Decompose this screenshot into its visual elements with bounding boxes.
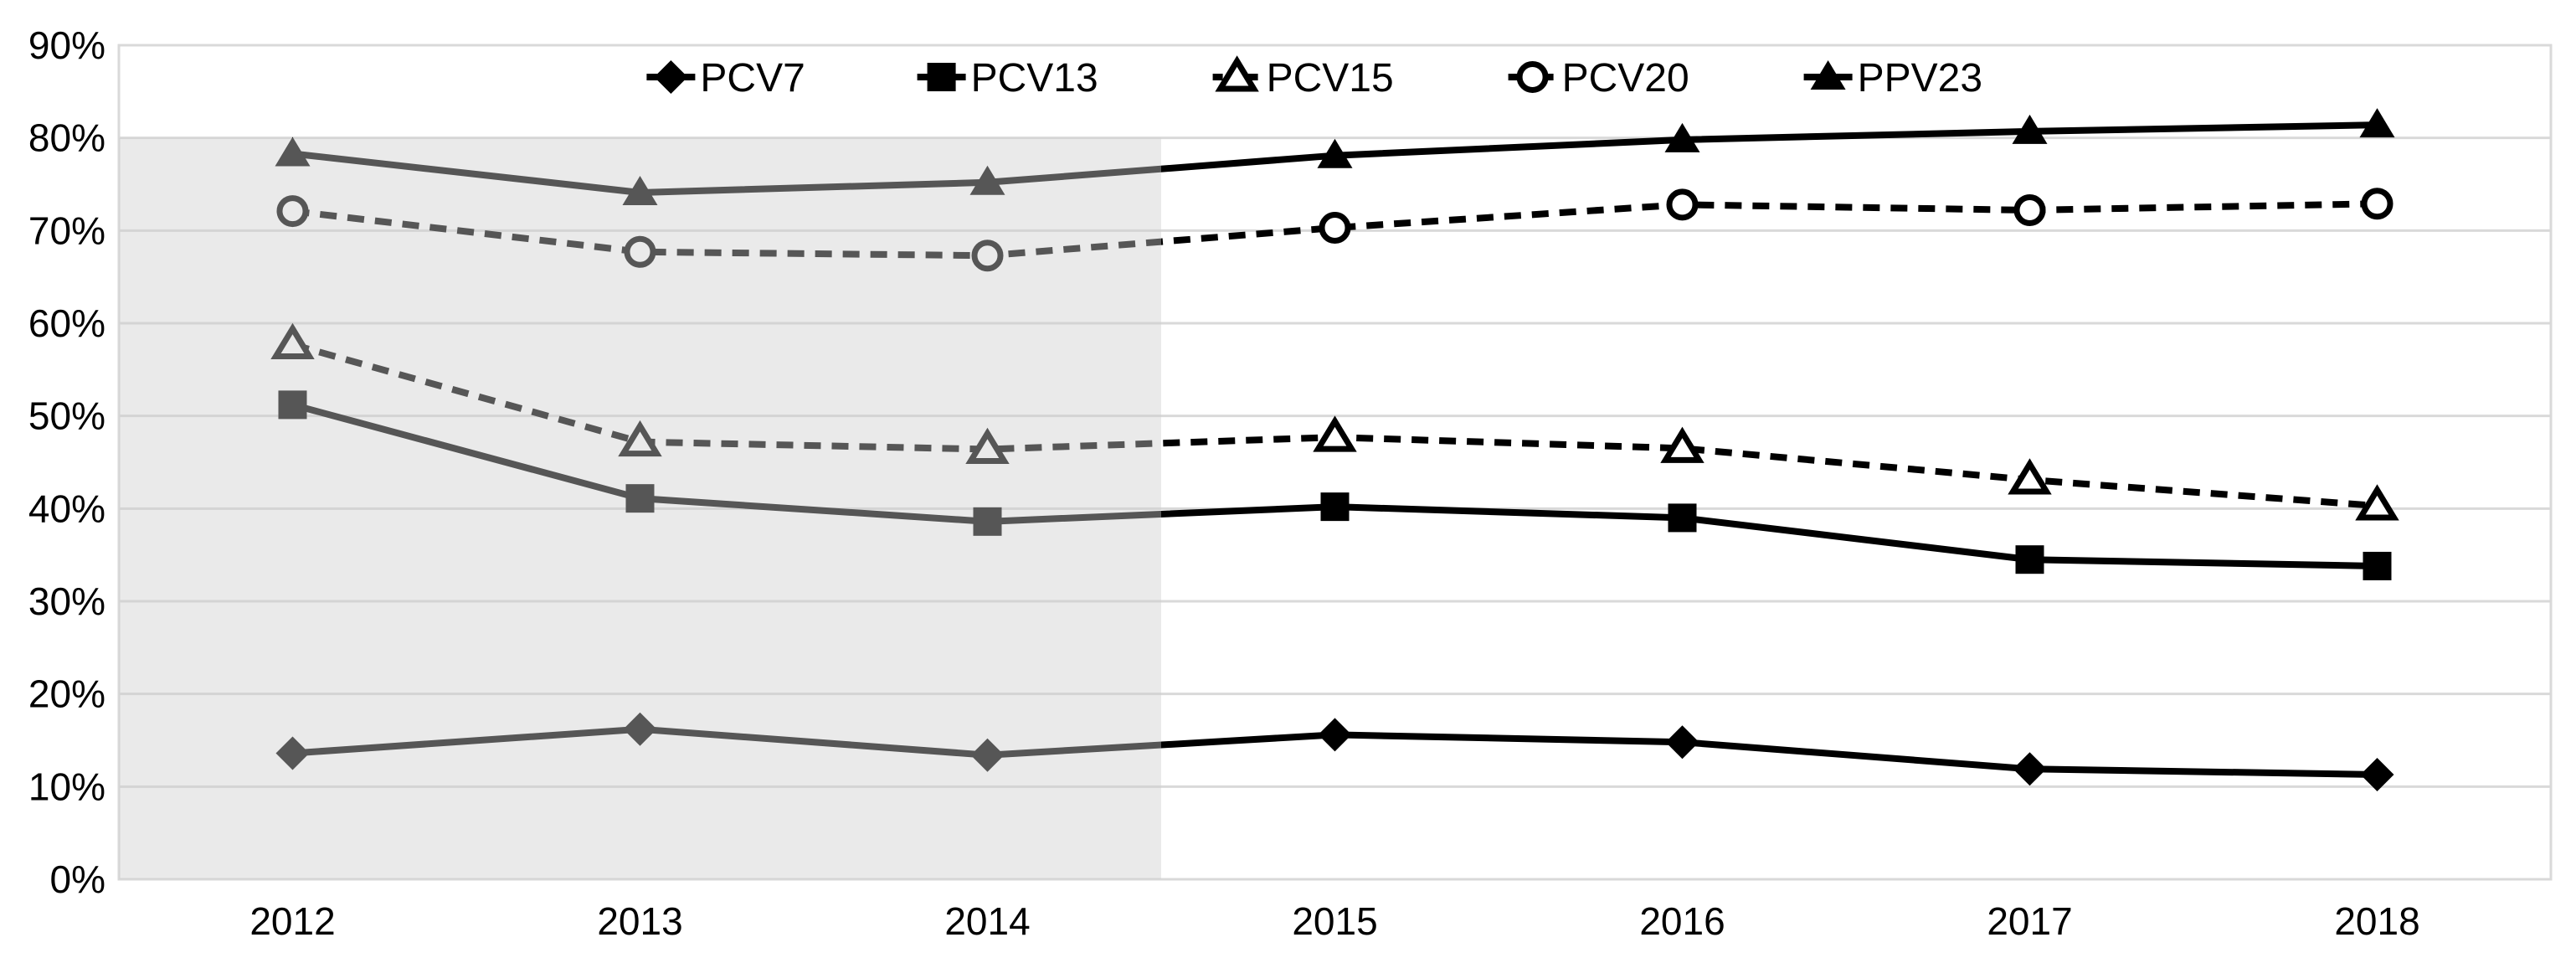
marker-PCV13-2013 <box>625 484 655 513</box>
y-axis-label-80: 80% <box>28 116 105 160</box>
marker-PPV23-2013 <box>622 175 658 205</box>
marker-PCV7-2017 <box>2013 752 2047 786</box>
marker-PPV23-2015 <box>1317 138 1353 168</box>
legend-marker-PCV15 <box>1215 55 1259 92</box>
plot-border <box>117 44 2553 881</box>
series-PCV15 <box>270 322 2399 521</box>
marker-PCV15-2016 <box>1660 426 1704 463</box>
marker-PCV15-2018 <box>2355 484 2399 521</box>
legend: PCV7 PCV13 PCV15 PCV20 PPV23 <box>646 55 1982 100</box>
y-axis-label-0: 0% <box>50 858 105 901</box>
y-axis-label-40: 40% <box>28 487 105 530</box>
marker-PCV20-2015 <box>1319 212 1351 245</box>
y-axis-label-30: 30% <box>28 579 105 623</box>
marker-PPV23-2017 <box>2012 114 2048 144</box>
series-PPV23 <box>275 108 2395 205</box>
legend-item-PCV13: PCV13 <box>917 56 1098 100</box>
legend-label-PPV23: PPV23 <box>1858 56 1982 100</box>
marker-PCV20-2017 <box>2013 193 2046 226</box>
marker-PCV20-2013 <box>624 235 656 268</box>
marker-PCV13-2012 <box>278 390 307 420</box>
y-axis-label-60: 60% <box>28 301 105 345</box>
legend-label-PCV20: PCV20 <box>1562 56 1689 100</box>
x-axis-label-2016: 2016 <box>1639 899 1725 943</box>
marker-PCV15-2017 <box>2008 458 2052 495</box>
series-PCV7 <box>275 712 2394 791</box>
legend-label-PCV15: PCV15 <box>1267 56 1394 100</box>
marker-PCV20-2014 <box>971 240 1004 272</box>
marker-PPV23-2016 <box>1664 122 1700 152</box>
marker-PCV7-2018 <box>2360 757 2394 791</box>
marker-PCV13-2017 <box>2015 545 2044 574</box>
y-axis-label-90: 90% <box>28 23 105 67</box>
marker-PCV7-2015 <box>1318 718 1352 752</box>
marker-PCV7-2016 <box>1665 725 1699 760</box>
legend-marker-PCV13 <box>927 63 956 91</box>
legend-item-PCV15: PCV15 <box>1212 55 1394 100</box>
legend-label-PCV7: PCV7 <box>700 56 805 100</box>
y-axis-label-10: 10% <box>28 765 105 808</box>
x-axis-label-2015: 2015 <box>1292 899 1377 943</box>
legend-marker-PCV7 <box>654 60 688 94</box>
series-PCV13 <box>278 390 2392 580</box>
marker-PCV13-2015 <box>1320 492 1350 522</box>
legend-marker-PCV20 <box>1516 61 1549 93</box>
marker-PCV7-2012 <box>275 736 310 770</box>
x-axis-label-2018: 2018 <box>2334 899 2419 943</box>
series-PCV20 <box>276 188 2393 272</box>
marker-PCV13-2016 <box>1668 503 1697 533</box>
marker-PCV13-2018 <box>2363 551 2392 580</box>
marker-PCV15-2013 <box>618 420 662 457</box>
marker-PPV23-2014 <box>969 165 1005 195</box>
legend-item-PCV7: PCV7 <box>646 56 805 100</box>
y-axis-labels: 0% 10% 20% 30% 40% 50% 60% 70% 80% 90% <box>28 23 105 901</box>
marker-PCV15-2014 <box>965 427 1010 465</box>
x-axis-label-2014: 2014 <box>944 899 1030 943</box>
x-axis-label-2013: 2013 <box>597 899 682 943</box>
marker-PCV7-2013 <box>623 712 657 746</box>
y-axis-label-70: 70% <box>28 209 105 252</box>
y-axis-label-20: 20% <box>28 672 105 716</box>
marker-PPV23-2018 <box>2359 108 2395 138</box>
marker-PCV15-2015 <box>1313 415 1357 452</box>
y-axis-label-50: 50% <box>28 394 105 438</box>
marker-PCV20-2016 <box>1666 188 1699 221</box>
legend-label-PCV13: PCV13 <box>971 56 1098 100</box>
marker-PCV15-2012 <box>270 322 315 359</box>
x-axis-label-2017: 2017 <box>1987 899 2072 943</box>
x-axis-label-2012: 2012 <box>249 899 335 943</box>
marker-PCV7-2014 <box>970 738 1005 772</box>
shaded-region-overlay <box>119 137 1161 879</box>
marker-PCV20-2018 <box>2361 188 2393 220</box>
marker-PCV20-2012 <box>276 195 309 228</box>
legend-item-PCV20: PCV20 <box>1508 56 1689 100</box>
marker-PPV23-2012 <box>275 136 311 167</box>
legend-item-PPV23: PPV23 <box>1803 56 1982 100</box>
legend-marker-PPV23 <box>1810 60 1846 90</box>
x-axis-labels: 2012 2013 2014 2015 2016 2017 2018 <box>249 899 2419 943</box>
marker-PCV13-2014 <box>973 507 1002 536</box>
